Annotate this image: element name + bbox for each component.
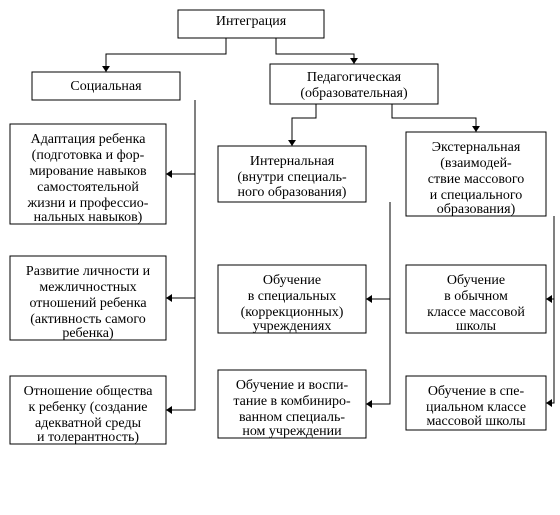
node-internal: Интернальная(внутри специаль-ного образо…: [218, 146, 366, 202]
node-internal-label: (внутри специаль-: [237, 170, 347, 185]
diagram-svg: Интеграция Социальная Педагогическая(образ…: [0, 0, 560, 515]
node-combined-label: ном учреждении: [242, 424, 342, 439]
node-spec_inst-label: Обучение: [263, 273, 321, 288]
node-ped-label: Педагогическая: [307, 70, 402, 85]
node-personality-label: отношений ребенка: [29, 296, 147, 311]
node-attitude-label: и толерантность): [37, 430, 139, 445]
node-internal-label: ного образования): [238, 185, 347, 200]
node-spec_class-label: Обучение в спе-: [428, 384, 525, 399]
node-root-label: Интеграция: [216, 14, 287, 29]
node-external-label: образования): [437, 202, 516, 217]
node-social-label: Социальная: [70, 79, 142, 94]
node-regular-label: школы: [456, 319, 497, 334]
node-spec_inst-label: (коррекционных): [241, 305, 344, 320]
node-spec_class-label: массовой школы: [427, 414, 527, 429]
node-internal-label: Интернальная: [250, 154, 335, 169]
node-ped-label: (образовательная): [300, 86, 408, 101]
node-external-label: (взаимодей-: [440, 156, 512, 171]
node-external-label: ствие массового: [428, 172, 524, 187]
node-combined: Обучение и воспи-тание в комбиниро-ванно…: [218, 370, 366, 439]
node-root: Интеграция: [178, 10, 324, 38]
node-adapt-label: (подготовка и фор-: [32, 148, 145, 163]
node-social: Социальная: [32, 72, 180, 100]
node-adapt-label: самостоятельной: [37, 180, 139, 195]
node-regular-label: в обычном: [444, 289, 508, 304]
node-personality-label: межличностных: [39, 280, 136, 295]
node-adapt-label: нальных навыков): [34, 210, 143, 225]
node-spec_inst-label: учреждениях: [253, 319, 332, 334]
node-spec_inst: Обучениев специальных(коррекционных)учре…: [218, 265, 366, 334]
node-combined-label: ванном специаль-: [239, 410, 345, 425]
node-attitude: Отношение обществак ребенку (созданиеаде…: [10, 376, 166, 445]
node-adapt-label: Адаптация ребенка: [31, 132, 147, 147]
node-adapt-label: мирование навыков: [29, 164, 147, 179]
node-regular-label: классе массовой: [427, 305, 525, 320]
node-attitude-label: адекватной среды: [35, 416, 142, 431]
node-spec_class: Обучение в спе-циальном классемассовой ш…: [406, 376, 546, 430]
diagram-flowchart: Интеграция Социальная Педагогическая(образ…: [0, 0, 560, 515]
node-spec_class-label: циальном классе: [426, 400, 526, 415]
node-adapt-label: жизни и профессио-: [27, 196, 149, 211]
node-combined-label: Обучение и воспи-: [236, 378, 349, 393]
node-personality-label: ребенка): [62, 326, 114, 341]
node-external: Экстернальная(взаимодей-ствие массовогои…: [406, 132, 546, 217]
node-personality-label: (активность самого: [30, 312, 146, 327]
node-personality: Развитие личности имежличностныхотношени…: [10, 256, 166, 341]
node-spec_inst-label: в специальных: [248, 289, 337, 304]
node-external-label: и специального: [430, 188, 523, 203]
node-attitude-label: к ребенку (создание: [29, 400, 148, 415]
node-external-label: Экстернальная: [432, 140, 521, 155]
node-regular: Обучениев обычномклассе массовойшколы: [406, 265, 546, 334]
node-combined-label: тание в комбиниро-: [233, 394, 351, 409]
node-personality-label: Развитие личности и: [26, 264, 151, 279]
node-ped: Педагогическая(образовательная): [270, 64, 438, 104]
node-regular-label: Обучение: [447, 273, 505, 288]
node-attitude-label: Отношение общества: [24, 384, 154, 399]
node-adapt: Адаптация ребенка(подготовка и фор-миров…: [10, 124, 166, 225]
